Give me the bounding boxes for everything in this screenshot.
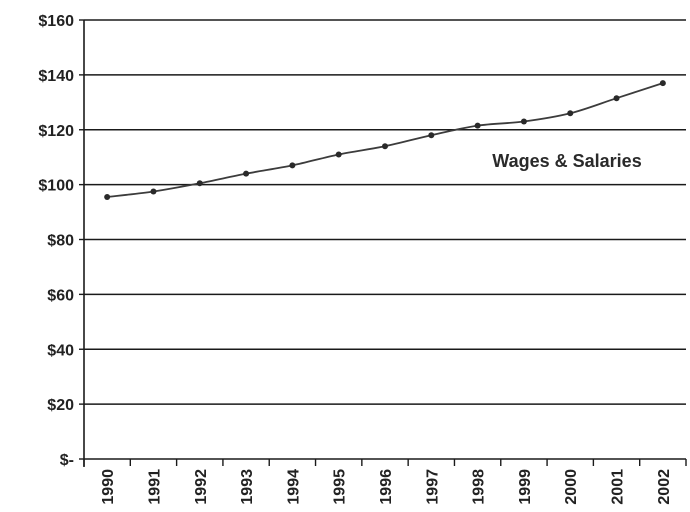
data-point	[104, 193, 111, 200]
x-tick-label: 2000	[563, 469, 580, 505]
x-tick-label: 2002	[656, 469, 673, 505]
x-tick-label: 1992	[193, 469, 210, 505]
x-tick-label: 1996	[378, 469, 395, 505]
data-point	[567, 110, 574, 117]
data-point	[196, 180, 203, 187]
x-tick-label: 1991	[146, 469, 163, 505]
series-layer	[104, 80, 666, 200]
data-point	[428, 132, 435, 139]
x-tick-label: 2001	[610, 469, 627, 505]
y-axis-tick-labels: $- $20 $40 $60 $80 $100 $120 $140 $160	[38, 13, 74, 469]
x-axis-tick-labels: 1990 1991 1992 1993 1994 1995 1996 1997 1998 1999…	[100, 469, 673, 505]
y-tick-label: $80	[47, 233, 74, 250]
axes	[79, 19, 687, 467]
x-tick-label: 1990	[100, 469, 117, 505]
x-tick-label: 1999	[517, 469, 534, 505]
data-point	[243, 170, 250, 177]
data-point	[150, 188, 157, 195]
data-point	[335, 151, 342, 158]
series-label: Wages & Salaries	[492, 151, 641, 171]
data-point	[613, 95, 620, 102]
data-point	[659, 80, 666, 87]
x-tick-label: 1993	[239, 469, 256, 505]
y-tick-label: $20	[47, 397, 74, 414]
y-tick-label: $60	[47, 287, 74, 304]
y-tick-label: $100	[38, 178, 74, 195]
y-tick-label: $140	[38, 68, 74, 85]
gridlines	[84, 19, 686, 405]
x-tick-label: 1998	[471, 469, 488, 505]
data-point	[382, 143, 388, 150]
y-tick-label: $160	[38, 13, 74, 30]
data-point	[520, 118, 527, 125]
y-tick-label: $120	[38, 123, 74, 140]
y-tick-label: $-	[60, 452, 74, 469]
x-tick-label: 1995	[332, 469, 349, 505]
y-tick-label: $40	[47, 342, 74, 359]
series-line	[107, 82, 664, 198]
data-point	[289, 162, 296, 169]
data-point	[474, 122, 481, 129]
x-tick-label: 1994	[285, 469, 302, 505]
x-tick-label: 1997	[424, 469, 441, 505]
